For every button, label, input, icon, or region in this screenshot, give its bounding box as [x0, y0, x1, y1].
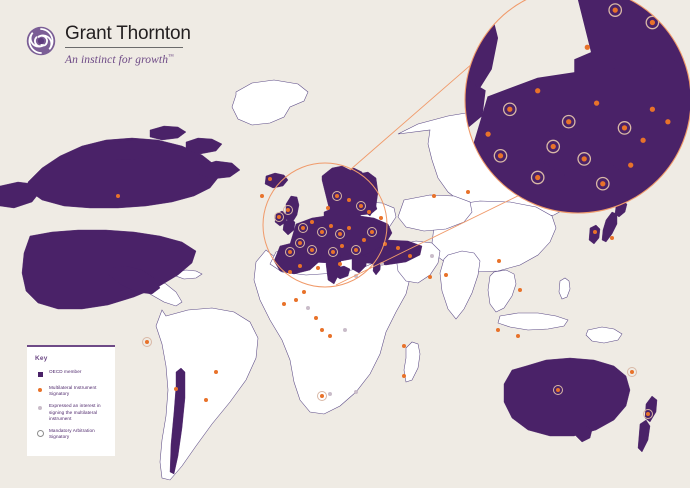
legend-title: Key: [35, 355, 48, 362]
legend-dot-orange-icon: [35, 385, 45, 395]
trademark-symbol: ™: [168, 54, 175, 60]
map-legend: Key OECD member Multilateral Instrument …: [27, 345, 115, 457]
legend-item-label: Multilateral Instrument Signatory: [49, 385, 97, 397]
legend-ring-open-icon: [35, 428, 45, 438]
legend-item-mli-signatory: Multilateral Instrument Signatory: [35, 385, 107, 397]
legend-item-label: Expressed an interest in signing the mul…: [49, 403, 101, 421]
grant-thornton-swirl-icon: [26, 26, 56, 56]
arbitration-markers: [142, 191, 653, 419]
inset-source-circle: [262, 162, 388, 288]
brand-tagline: An instinct for growth™: [65, 53, 175, 66]
brand-logo: Grant Thornton An instinct for growth™: [26, 24, 191, 66]
legend-dot-faint-icon: [35, 403, 45, 413]
legend-item-label: OECD member: [49, 369, 82, 374]
brand-name: Grant Thornton: [65, 23, 191, 44]
inset-boundary-circle: [464, 0, 690, 214]
legend-item-expressed-interest: Expressed an interest in signing the mul…: [35, 403, 107, 422]
legend-item-oecd-member: OECD member: [35, 369, 107, 379]
legend-item-label: Mandatory Arbitration Signatory: [49, 428, 95, 440]
mli-signatory-markers: [116, 177, 650, 416]
brand-divider: [65, 47, 183, 48]
interest-markers: [306, 254, 434, 396]
legend-square-purple-icon: [35, 369, 45, 379]
legend-item-mandatory-arbitration: Mandatory Arbitration Signatory: [35, 428, 107, 440]
